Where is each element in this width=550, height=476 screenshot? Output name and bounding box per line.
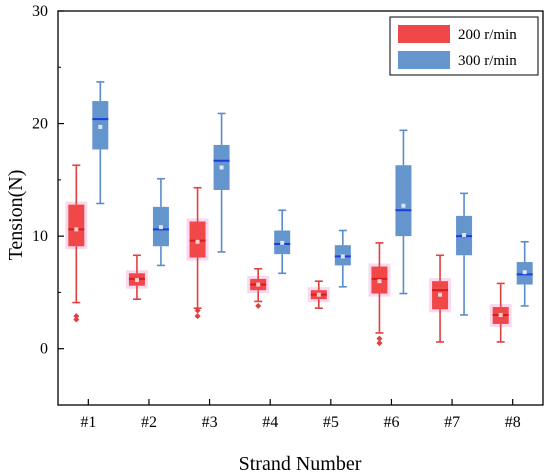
mean-series2-1 — [98, 124, 103, 129]
mean-series2-2 — [158, 225, 163, 230]
legend-swatch-2 — [398, 51, 450, 69]
mean-series2-3 — [219, 165, 224, 170]
mean-series2-4 — [280, 240, 285, 245]
y-tick-label-10: 10 — [32, 228, 48, 245]
x-tick-label-4: #4 — [262, 414, 278, 431]
legend-label-1: 200 r/min — [458, 27, 517, 43]
x-axis-title: Strand Number — [239, 453, 362, 475]
outlier-series1-6-1 — [376, 340, 383, 347]
outlier-series1-3-2 — [194, 307, 201, 314]
box-series1-1 — [68, 204, 85, 247]
x-tick-label-7: #7 — [444, 414, 460, 431]
mean-series2-6 — [401, 203, 406, 208]
plot-frame — [57, 10, 544, 406]
mean-series1-1 — [74, 227, 79, 232]
y-tick-label-30: 30 — [32, 3, 48, 20]
x-tick-label-3: #3 — [202, 414, 218, 431]
x-tick-label-2: #2 — [141, 414, 157, 431]
x-tick-label-8: #8 — [505, 414, 521, 431]
mean-series2-7 — [462, 233, 467, 238]
mean-series1-5 — [316, 292, 321, 297]
outlier-series1-1-2 — [73, 313, 80, 320]
mean-series1-2 — [134, 278, 139, 283]
box-series1-3 — [189, 221, 206, 258]
mean-series1-4 — [256, 282, 261, 287]
plot-area-boxes — [65, 81, 533, 347]
box-series2-6 — [395, 165, 412, 237]
legend-swatch-1 — [398, 25, 450, 43]
outlier-series1-3-1 — [194, 313, 201, 320]
x-tick-label-6: #6 — [383, 414, 399, 431]
outlier-series1-1-1 — [73, 316, 80, 323]
legend: 200 r/min 300 r/min — [389, 16, 539, 76]
x-tick-label-5: #5 — [323, 414, 339, 431]
mean-series1-3 — [195, 239, 200, 244]
axes: 0 10 20 30 #1 #2 #3 #4 #5 #6 #7 #8 — [32, 3, 544, 431]
legend-label-2: 300 r/min — [458, 53, 517, 69]
mean-series1-7 — [438, 292, 443, 297]
outlier-series1-4-1 — [255, 302, 262, 309]
x-tick-label-1: #1 — [80, 414, 96, 431]
outlier-series1-6-2 — [376, 335, 383, 342]
y-tick-label-20: 20 — [32, 116, 48, 133]
mean-series2-8 — [522, 270, 527, 275]
y-axis-title: Tension(N) — [5, 170, 27, 261]
mean-series1-8 — [498, 312, 503, 317]
y-tick-label-0: 0 — [40, 341, 48, 358]
mean-series2-5 — [340, 254, 345, 259]
mean-series1-6 — [377, 279, 382, 284]
